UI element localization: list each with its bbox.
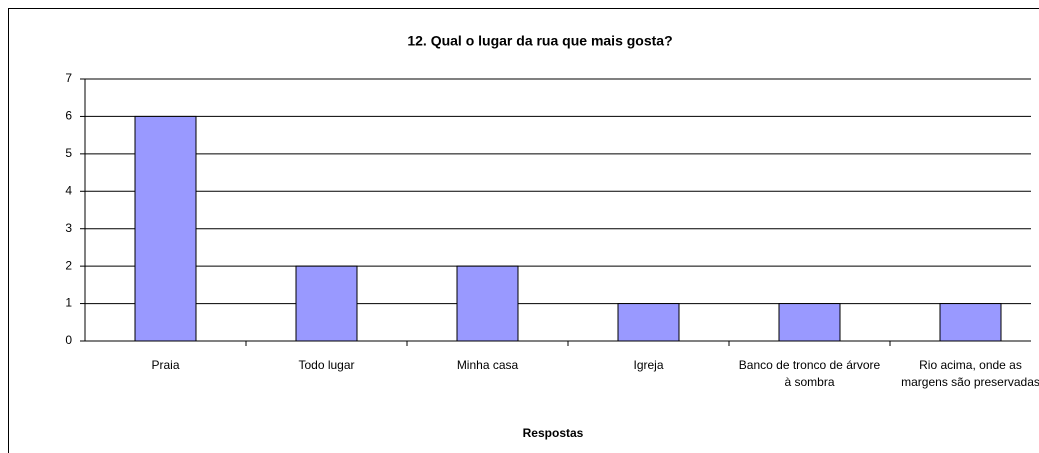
chart-title: 12. Qual o lugar da rua que mais gosta? bbox=[407, 33, 672, 49]
y-tick-label: 5 bbox=[65, 146, 72, 160]
bar bbox=[617, 303, 680, 342]
y-tick-label: 4 bbox=[65, 183, 72, 197]
y-tick-label: 3 bbox=[65, 221, 72, 235]
bar bbox=[939, 303, 1002, 342]
x-tick-label: Igreja bbox=[633, 358, 664, 372]
x-tick-label: Minha casa bbox=[456, 358, 519, 372]
x-tick-label: Todo lugar bbox=[298, 358, 355, 372]
x-tick-label: Rio acima, onde as margens são preservad… bbox=[901, 358, 1039, 389]
bar bbox=[295, 265, 358, 342]
bar bbox=[778, 303, 841, 342]
bar bbox=[456, 265, 519, 342]
bar bbox=[134, 115, 197, 342]
y-tick-label: 2 bbox=[65, 258, 72, 272]
y-tick-label: 0 bbox=[65, 333, 72, 347]
y-tick-label: 7 bbox=[65, 71, 72, 85]
x-tick-label: Banco de tronco de árvore à sombra bbox=[738, 358, 881, 389]
x-axis-title: Respostas bbox=[523, 426, 584, 440]
x-tick-label: Praia bbox=[151, 358, 180, 372]
y-tick-label: 6 bbox=[65, 109, 72, 123]
y-tick-label: 1 bbox=[65, 296, 72, 310]
